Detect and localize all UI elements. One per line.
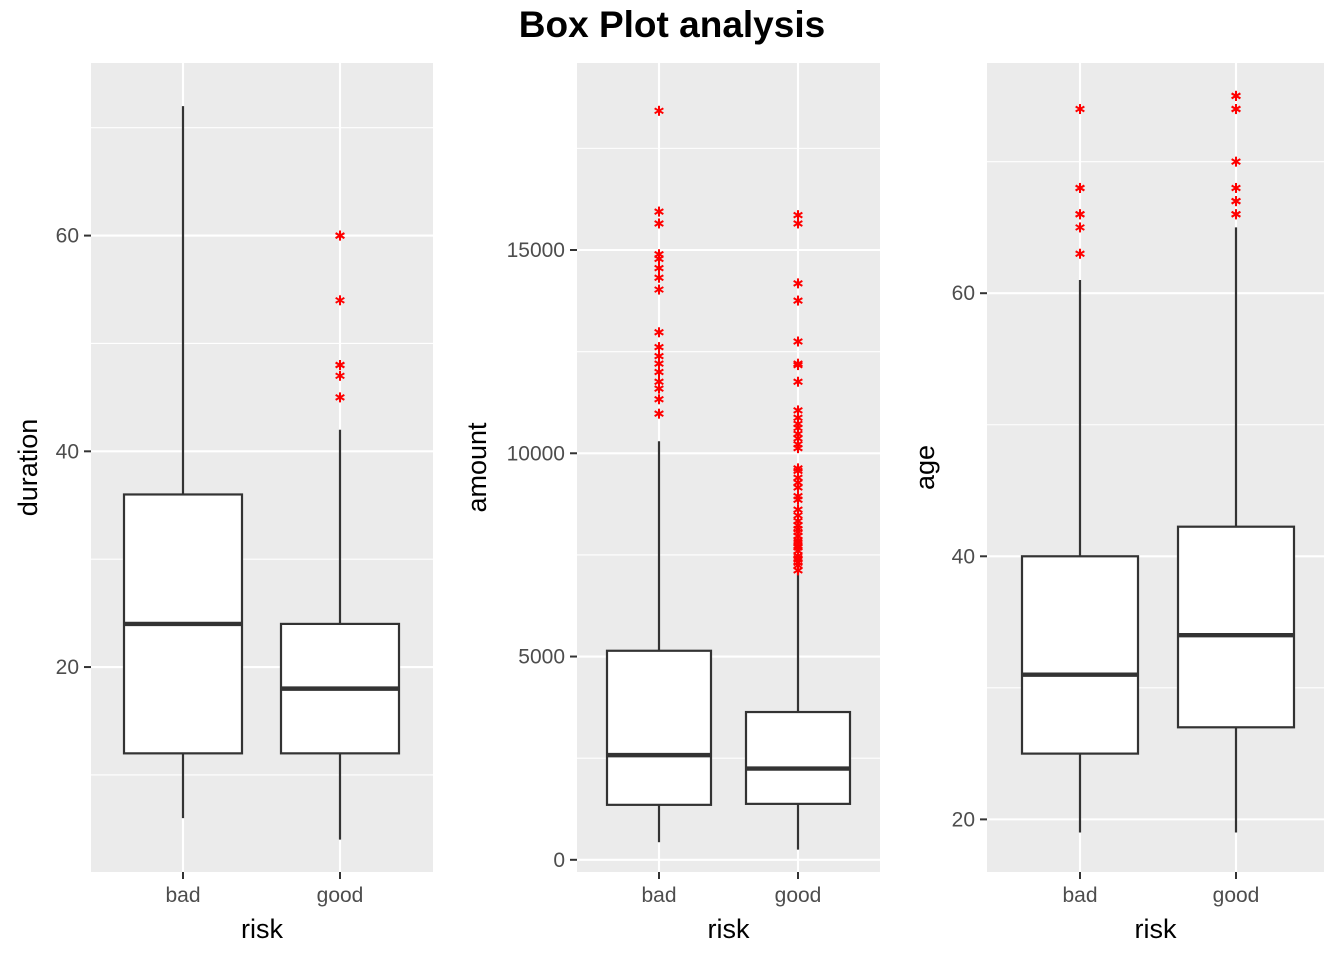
- outlier-point: [654, 327, 664, 338]
- x-tick-label: good: [1213, 884, 1260, 907]
- outlier-point: [793, 504, 803, 515]
- outlier-point: [654, 351, 664, 362]
- y-tick-label: 40: [56, 440, 79, 463]
- box-bad: [122, 106, 244, 819]
- outlier-point: [793, 295, 803, 306]
- outlier-point: [793, 210, 803, 221]
- panel-age: 20 40 60 bad good risk age: [910, 63, 1324, 944]
- outlier-point: [1231, 182, 1241, 193]
- outlier-point: [1231, 90, 1241, 101]
- x-axis-title: risk: [1135, 914, 1177, 944]
- y-tick-label: 60: [56, 225, 79, 248]
- outlier-point: [335, 295, 345, 306]
- outlier-point: [654, 284, 664, 295]
- outlier-point: [793, 358, 803, 369]
- y-tick-label: 20: [952, 808, 975, 831]
- x-tick-label: bad: [641, 884, 676, 907]
- outlier-point: [793, 463, 803, 474]
- box-good: [1176, 90, 1296, 833]
- box-body: [1020, 555, 1140, 755]
- outlier-point: [654, 408, 664, 419]
- outlier-point: [654, 367, 664, 378]
- x-tick-label: good: [775, 884, 822, 907]
- outlier-point: [654, 218, 664, 229]
- outlier-point: [654, 206, 664, 217]
- outlier-point: [335, 392, 345, 403]
- box-body: [1176, 525, 1296, 729]
- outlier-point: [1231, 209, 1241, 220]
- box-bad: [605, 105, 713, 843]
- y-tick-label: 20: [56, 656, 79, 679]
- y-tick-label: 40: [952, 545, 975, 568]
- outlier-point: [793, 336, 803, 347]
- y-tick-label: 5000: [518, 646, 565, 669]
- panel-amount: 0 5000 10000 15000 bad good risk amount: [462, 63, 880, 944]
- outlier-point: [654, 376, 664, 387]
- x-tick-label: bad: [1062, 884, 1097, 907]
- x-axis-title: risk: [241, 914, 283, 944]
- box-body: [605, 649, 713, 806]
- outlier-point: [793, 278, 803, 289]
- outlier-point: [335, 230, 345, 241]
- y-tick-label: 60: [952, 282, 975, 305]
- outlier-point: [793, 405, 803, 416]
- figure-title: Box Plot analysis: [518, 4, 826, 45]
- outlier-point: [1075, 182, 1085, 193]
- y-tick-label: 10000: [507, 442, 565, 465]
- y-axis-title: age: [910, 445, 940, 490]
- box-good: [279, 230, 401, 840]
- y-axis-title: amount: [462, 422, 492, 513]
- outlier-point: [654, 342, 664, 353]
- outlier-point: [335, 370, 345, 381]
- outlier-point: [654, 249, 664, 260]
- outlier-point: [1231, 156, 1241, 167]
- panel-duration: 20 40 60 bad good risk duration: [13, 63, 433, 944]
- outlier-point: [1231, 104, 1241, 115]
- x-axis-title: risk: [708, 914, 750, 944]
- outlier-point: [1075, 222, 1085, 233]
- y-axis-title: duration: [13, 419, 43, 517]
- box-bad: [1020, 104, 1140, 833]
- box-body: [744, 710, 852, 805]
- outlier-point: [793, 376, 803, 387]
- outlier-point: [654, 394, 664, 405]
- x-tick-label: good: [317, 884, 364, 907]
- outlier-point: [335, 360, 345, 371]
- outlier-point: [793, 491, 803, 502]
- outlier-point: [1075, 209, 1085, 220]
- box-good: [744, 210, 852, 850]
- outlier-point: [654, 263, 664, 274]
- y-tick-label: 0: [553, 849, 565, 872]
- outlier-point: [654, 272, 664, 283]
- outlier-point: [1075, 104, 1085, 115]
- y-tick-label: 15000: [507, 239, 565, 262]
- x-tick-label: bad: [165, 884, 200, 907]
- outlier-point: [654, 105, 664, 116]
- outlier-point: [1231, 196, 1241, 207]
- outlier-point: [1075, 248, 1085, 259]
